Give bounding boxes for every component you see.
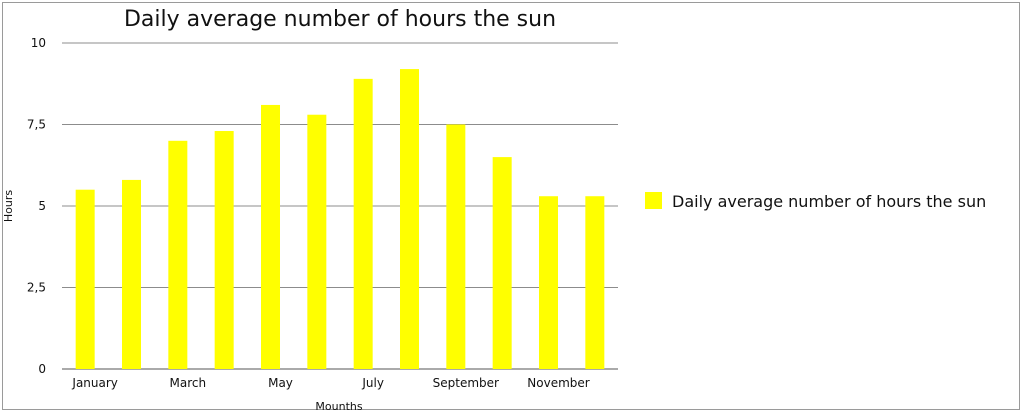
- x-tick-label: July: [361, 376, 384, 390]
- x-tick-label: November: [527, 376, 589, 390]
- y-axis-ticks: 0 2,5 5 7,5 10: [27, 36, 46, 376]
- bar-july: [353, 78, 373, 370]
- bar-april: [214, 131, 234, 369]
- bar-march: [168, 140, 188, 369]
- y-tick-label: 5: [38, 199, 46, 213]
- legend: Daily average number of hours the sun: [645, 192, 986, 211]
- y-tick-label: 2,5: [27, 281, 46, 295]
- y-tick-label: 7,5: [27, 118, 46, 132]
- bar-december: [585, 196, 605, 369]
- x-axis-label: Mounths: [315, 400, 362, 413]
- bar-november: [539, 196, 558, 369]
- chart-title: Daily average number of hours the sun: [124, 7, 556, 32]
- x-tick-label: May: [268, 376, 293, 390]
- x-axis-ticks: January March May July September November: [71, 376, 589, 390]
- bar-september: [446, 124, 466, 369]
- y-axis-label: Hours: [2, 190, 15, 222]
- bar-june: [307, 114, 327, 369]
- gridlines: [62, 42, 618, 370]
- legend-swatch: [645, 192, 662, 209]
- x-tick-label: March: [170, 376, 207, 390]
- x-tick-label: September: [433, 376, 499, 390]
- bar-august: [400, 69, 419, 369]
- x-tick-label: January: [71, 376, 118, 390]
- bar-february: [122, 179, 141, 369]
- bars: [75, 69, 605, 370]
- bar-may: [261, 104, 280, 369]
- bar-january: [75, 189, 95, 369]
- y-tick-label: 10: [31, 36, 46, 50]
- bar-october: [492, 157, 512, 369]
- y-tick-label: 0: [38, 362, 46, 376]
- legend-label: Daily average number of hours the sun: [672, 192, 986, 211]
